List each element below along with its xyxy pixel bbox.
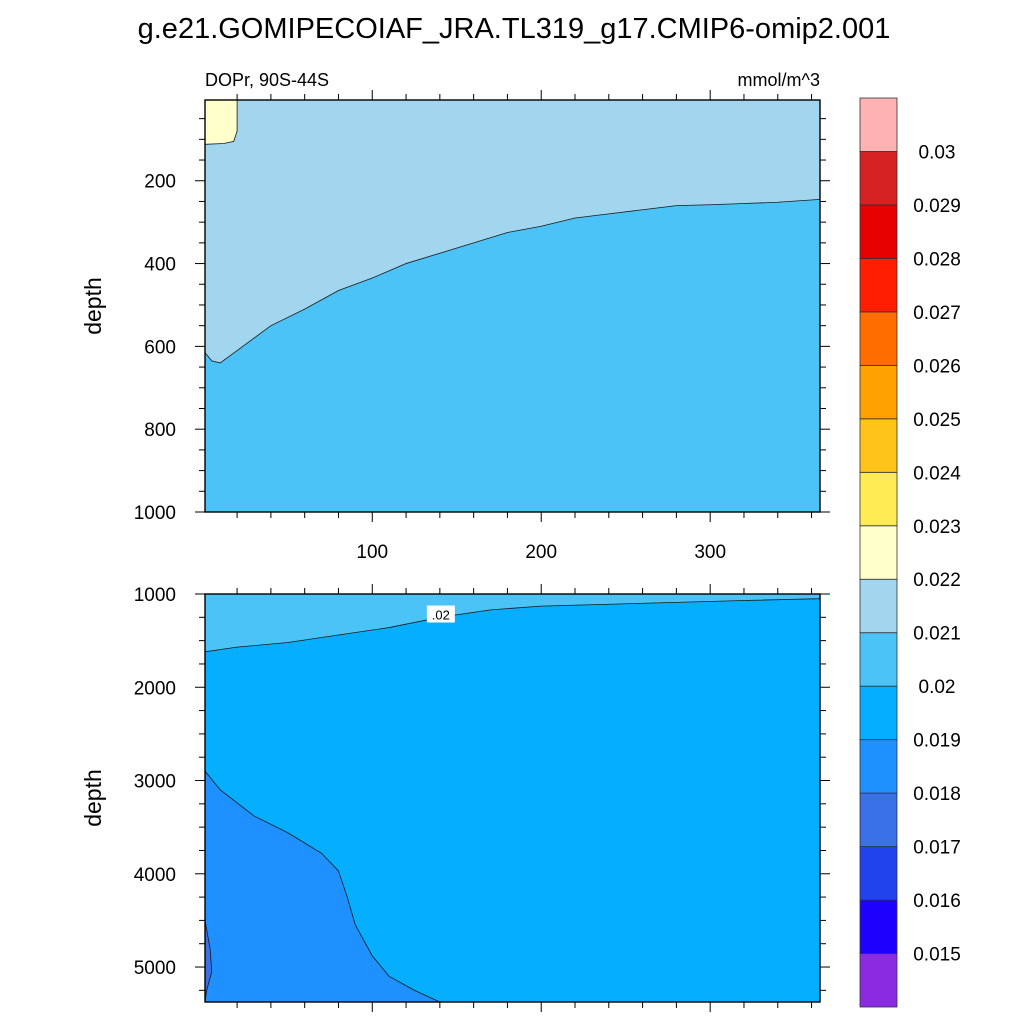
- bottom-panel: depth .02 1000 2000 3000 4000 5000: [80, 584, 830, 1012]
- panel-frame: [204, 99, 821, 513]
- colorbar-label: 0.024: [913, 463, 961, 484]
- contour-line: [204, 198, 821, 364]
- colorbar-swatch: [859, 364, 898, 420]
- top-panel-left-text: DOPr, 90S-44S: [205, 70, 329, 90]
- colorbar-swatch: [859, 97, 898, 152]
- y-tick-label: 5000: [134, 958, 176, 979]
- colorbar-swatch: [859, 151, 898, 206]
- top-panel-ticks: [195, 90, 830, 522]
- bottom-panel-fill: .02: [204, 593, 821, 1003]
- y-tick-label: 800: [144, 420, 176, 441]
- top-panel-right-text: mmol/m^3: [738, 70, 820, 90]
- colorbar-swatch: [859, 204, 898, 259]
- colorbar-label: 0.027: [913, 303, 961, 324]
- colorbar-swatch: [859, 685, 898, 741]
- colorbar-label: 0.03: [919, 142, 956, 163]
- contour-region-0.017-0.018: [205, 920, 212, 1002]
- colorbar-label: 0.022: [913, 570, 961, 591]
- contour-line: [204, 770, 441, 1003]
- contour-line: [204, 598, 821, 653]
- y-tick-label: 1000: [134, 585, 176, 606]
- contour-region-0.018-0.019: [205, 771, 440, 1002]
- colorbar-label: 0.02: [919, 677, 956, 698]
- colorbar-label: 0.017: [913, 838, 961, 859]
- contour-label: .02: [432, 608, 450, 623]
- contour-region-0.022-0.023: [205, 100, 238, 145]
- colorbar-swatch: [859, 899, 898, 954]
- colorbar: 0.015 0.016 0.017 0.018 0.019 0.02 0.021 0.022 0…: [859, 97, 961, 1008]
- y-tick-label: 400: [144, 255, 176, 276]
- colorbar-swatch: [859, 846, 898, 901]
- colorbar-label: 0.018: [913, 784, 961, 805]
- colorbar-swatch: [859, 525, 898, 580]
- y-tick-label: 200: [144, 172, 176, 193]
- x-tick-label: 100: [356, 542, 388, 563]
- colorbar-swatch: [859, 953, 898, 1008]
- y-tick-label: 1000: [134, 503, 176, 524]
- colorbar-swatch: [859, 739, 898, 794]
- colorbar-swatch: [859, 311, 898, 366]
- colorbar-label: 0.019: [913, 731, 961, 752]
- colorbar-swatch: [859, 632, 898, 687]
- bottom-panel-ylabel: depth: [80, 769, 106, 827]
- colorbar-swatch: [859, 471, 898, 527]
- bottom-panel-tick-labels: 1000 2000 3000 4000 5000: [134, 585, 176, 979]
- contour-line: [204, 920, 213, 1003]
- colorbar-label: 0.015: [913, 945, 961, 966]
- colorbar-swatch: [859, 792, 898, 847]
- colorbar-label: 0.016: [913, 891, 961, 912]
- bottom-panel-ticks: [195, 584, 830, 1012]
- y-tick-label: 2000: [134, 678, 176, 699]
- contour-label-box: [426, 605, 455, 623]
- top-panel-fill: [204, 99, 821, 513]
- contour-region-0.020-0.021: [205, 594, 820, 652]
- colorbar-label: 0.026: [913, 356, 961, 377]
- top-panel-ylabel: depth: [80, 277, 106, 335]
- colorbar-swatch: [859, 258, 898, 313]
- chart-title: g.e21.GOMIPECOIAF_JRA.TL319_g17.CMIP6-om…: [138, 13, 891, 45]
- top-panel-tick-labels: 100 200 300 200 400 600 800 1000: [134, 172, 726, 563]
- x-tick-label: 300: [694, 542, 726, 563]
- panel-frame: [204, 593, 821, 1003]
- y-tick-label: 4000: [134, 865, 176, 886]
- colorbar-label: 0.025: [913, 410, 961, 431]
- colorbar-swatch: [859, 578, 898, 634]
- colorbar-label: 0.029: [913, 196, 961, 217]
- y-tick-label: 3000: [134, 772, 176, 793]
- colorbar-label: 0.028: [913, 249, 961, 270]
- colorbar-label: 0.021: [913, 624, 961, 645]
- x-tick-label: 200: [525, 542, 557, 563]
- colorbar-swatch: [859, 418, 898, 473]
- top-panel: DOPr, 90S-44S mmol/m^3 depth 100 200 300 20…: [80, 70, 830, 563]
- colorbar-label: 0.023: [913, 517, 961, 538]
- y-tick-label: 600: [144, 337, 176, 358]
